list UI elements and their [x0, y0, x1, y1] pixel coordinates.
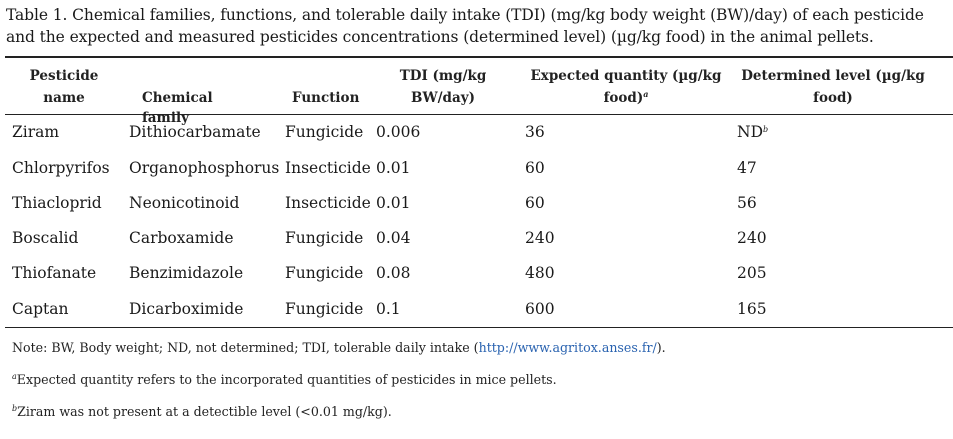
footnote-a-text: Expected quantity refers to the incorpor… [16, 372, 557, 387]
cell-chemical-family: Neonicotinoid [129, 194, 240, 212]
table-note: Note: BW, Body weight; ND, not determine… [12, 340, 666, 356]
cell-tdi: 0.04 [376, 229, 411, 247]
cell-tdi: 0.006 [376, 123, 421, 141]
cell-pesticide-name: Thiacloprid [12, 194, 102, 212]
cell-function: Fungicide [285, 229, 364, 247]
cell-function: Fungicide [285, 123, 364, 141]
cell-pesticide-name: Captan [12, 300, 69, 318]
table-bottom-rule [5, 327, 953, 329]
footnote-a: aExpected quantity refers to the incorpo… [12, 372, 557, 388]
header-expected-line2-wrap: food)a [528, 88, 724, 108]
header-pesticide-line2: name [43, 90, 85, 106]
header-tdi-line2: BW/day) [411, 90, 475, 106]
cell-determined: NDb [737, 122, 768, 142]
header-tdi: TDI (mg/kg BW/day) [390, 66, 496, 108]
footnote-a-marker: a [12, 372, 17, 381]
cell-determined: 56 [737, 194, 757, 212]
cell-expected: 240 [525, 229, 555, 247]
cell-function: Insecticide [285, 194, 371, 212]
cell-determined: 47 [737, 159, 757, 177]
header-pesticide-name: Pesticide name [14, 66, 114, 108]
cell-tdi: 0.01 [376, 194, 411, 212]
cell-expected: 60 [525, 159, 545, 177]
cell-expected: 480 [525, 264, 555, 282]
cell-function: Insecticide [285, 159, 371, 177]
agritox-link[interactable]: http://www.agritox.anses.fr/ [478, 340, 657, 355]
header-determined-level: Determined level (µg/kg food) [740, 66, 926, 108]
cell-determined: 240 [737, 229, 767, 247]
footnote-marker-a: a [643, 89, 649, 99]
header-expected-line2: food) [603, 90, 644, 106]
cell-expected: 600 [525, 300, 555, 318]
header-bottom-rule [5, 114, 953, 115]
footnote-marker-b: b [763, 125, 769, 134]
header-determined-line1: Determined level (µg/kg [741, 68, 925, 84]
cell-function: Fungicide [285, 300, 364, 318]
cell-determined: 205 [737, 264, 767, 282]
cell-tdi: 0.08 [376, 264, 411, 282]
cell-expected: 60 [525, 194, 545, 212]
header-tdi-line1: TDI (mg/kg [399, 68, 487, 84]
cell-pesticide-name: Chlorpyrifos [12, 159, 110, 177]
header-pesticide-line1: Pesticide [29, 68, 99, 84]
header-determined-line2: food) [813, 90, 853, 106]
cell-tdi: 0.01 [376, 159, 411, 177]
footnote-b-text: Ziram was not present at a detectible le… [17, 404, 392, 419]
cell-chemical-family: Carboxamide [129, 229, 234, 247]
cell-determined: 165 [737, 300, 767, 318]
cell-chemical-family: Dicarboximide [129, 300, 244, 318]
cell-tdi: 0.1 [376, 300, 401, 318]
footnote-b-marker: b [12, 404, 18, 413]
cell-pesticide-name: Ziram [12, 123, 60, 141]
table-top-rule [5, 56, 953, 58]
note-prefix: Note: BW, Body weight; ND, not determine… [12, 340, 479, 355]
note-suffix: ). [656, 340, 666, 355]
cell-expected: 36 [525, 123, 545, 141]
cell-chemical-family: Benzimidazole [129, 264, 244, 282]
cell-function: Fungicide [285, 264, 364, 282]
cell-determined-value: ND [737, 123, 763, 141]
cell-pesticide-name: Thiofanate [12, 264, 97, 282]
header-function: Function [292, 90, 360, 106]
table-caption: Table 1. Chemical families, functions, a… [6, 6, 924, 46]
cell-pesticide-name: Boscalid [12, 229, 79, 247]
header-expected-quantity: Expected quantity (µg/kg food)a [528, 66, 724, 108]
cell-chemical-family: Dithiocarbamate [129, 123, 261, 141]
cell-chemical-family: Organophosphorus [129, 159, 280, 177]
header-expected-line1: Expected quantity (µg/kg [530, 68, 722, 84]
footnote-b: bZiram was not present at a detectible l… [12, 404, 392, 420]
